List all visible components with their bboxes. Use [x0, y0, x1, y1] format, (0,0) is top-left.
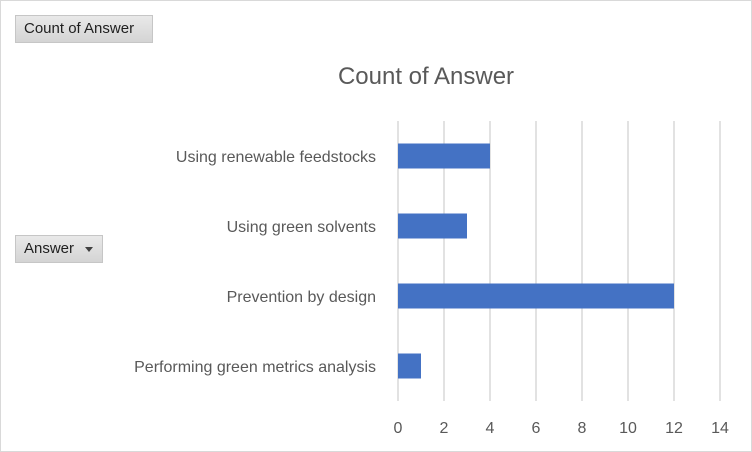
category-label: Prevention by design	[227, 289, 376, 306]
category-label: Using renewable feedstocks	[176, 149, 376, 166]
x-tick-label: 10	[619, 420, 637, 437]
bar	[398, 353, 421, 379]
chart-title: Count of Answer	[337, 63, 515, 90]
x-tick-label: 0	[394, 420, 403, 437]
values-field-button[interactable]: Count of Answer	[15, 15, 153, 43]
x-tick-label: 2	[440, 420, 449, 437]
bar	[398, 213, 467, 239]
x-tick-label: 8	[578, 420, 587, 437]
category-label: Performing green metrics analysis	[134, 359, 376, 376]
x-tick-label: 4	[486, 420, 495, 437]
dropdown-arrow-icon[interactable]	[85, 247, 93, 252]
bar	[398, 283, 674, 309]
x-tick-label: 12	[665, 420, 683, 437]
values-field-label: Count of Answer	[24, 20, 135, 37]
row-field-button[interactable]: Answer	[15, 235, 103, 263]
x-tick-label: 14	[711, 420, 729, 437]
bar	[398, 143, 490, 169]
row-field-label: Answer	[24, 240, 75, 257]
category-label: Using green solvents	[227, 219, 376, 236]
x-tick-label: 6	[532, 420, 541, 437]
